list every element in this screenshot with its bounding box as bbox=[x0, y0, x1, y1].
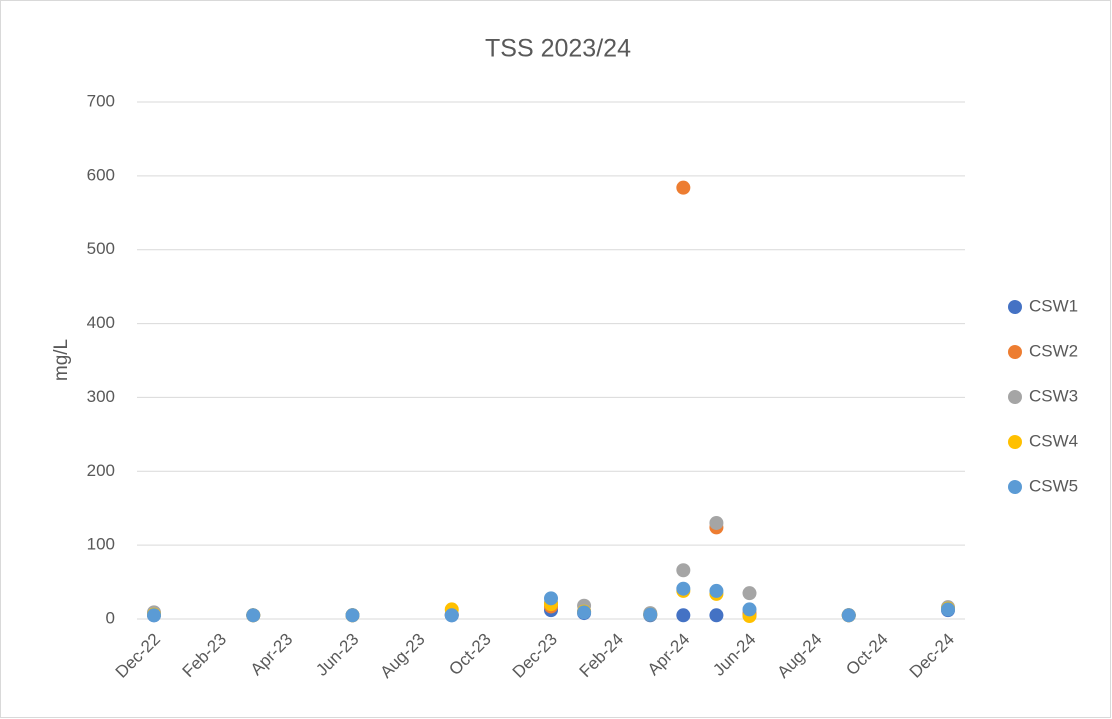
data-point bbox=[577, 605, 592, 620]
y-tick-label: 600 bbox=[87, 165, 115, 184]
data-point bbox=[841, 608, 856, 623]
y-tick-label: 500 bbox=[87, 239, 115, 258]
y-tick-label: 300 bbox=[87, 387, 115, 406]
data-point bbox=[246, 608, 261, 623]
data-point bbox=[709, 608, 724, 623]
data-point bbox=[742, 586, 757, 601]
data-point bbox=[676, 563, 691, 578]
data-point bbox=[676, 608, 691, 623]
data-point bbox=[544, 591, 558, 606]
legend-marker bbox=[1008, 300, 1022, 314]
data-point bbox=[676, 581, 691, 596]
chart-title: TSS 2023/24 bbox=[485, 35, 631, 63]
data-point bbox=[345, 608, 360, 623]
data-point bbox=[676, 180, 691, 195]
y-axis-label: mg/L bbox=[51, 339, 72, 381]
data-point bbox=[147, 608, 161, 623]
y-tick-label: 100 bbox=[87, 535, 115, 554]
y-tick-label: 200 bbox=[87, 461, 115, 480]
legend-label: CSW3 bbox=[1029, 386, 1078, 405]
legend-marker bbox=[1008, 345, 1022, 359]
y-tick-label: 700 bbox=[87, 91, 115, 110]
data-point bbox=[941, 602, 955, 617]
data-point bbox=[742, 602, 757, 617]
legend-label: CSW4 bbox=[1029, 431, 1078, 450]
data-point bbox=[643, 607, 658, 622]
data-point bbox=[709, 515, 724, 530]
legend-marker bbox=[1008, 480, 1022, 494]
data-point bbox=[444, 608, 459, 623]
y-tick-label: 400 bbox=[87, 313, 115, 332]
y-tick-label: 0 bbox=[106, 608, 115, 627]
legend-label: CSW2 bbox=[1029, 341, 1078, 360]
legend-marker bbox=[1008, 435, 1022, 449]
data-point bbox=[709, 583, 724, 598]
legend-label: CSW1 bbox=[1029, 296, 1078, 315]
legend-marker bbox=[1008, 390, 1022, 404]
legend-label: CSW5 bbox=[1029, 476, 1078, 495]
